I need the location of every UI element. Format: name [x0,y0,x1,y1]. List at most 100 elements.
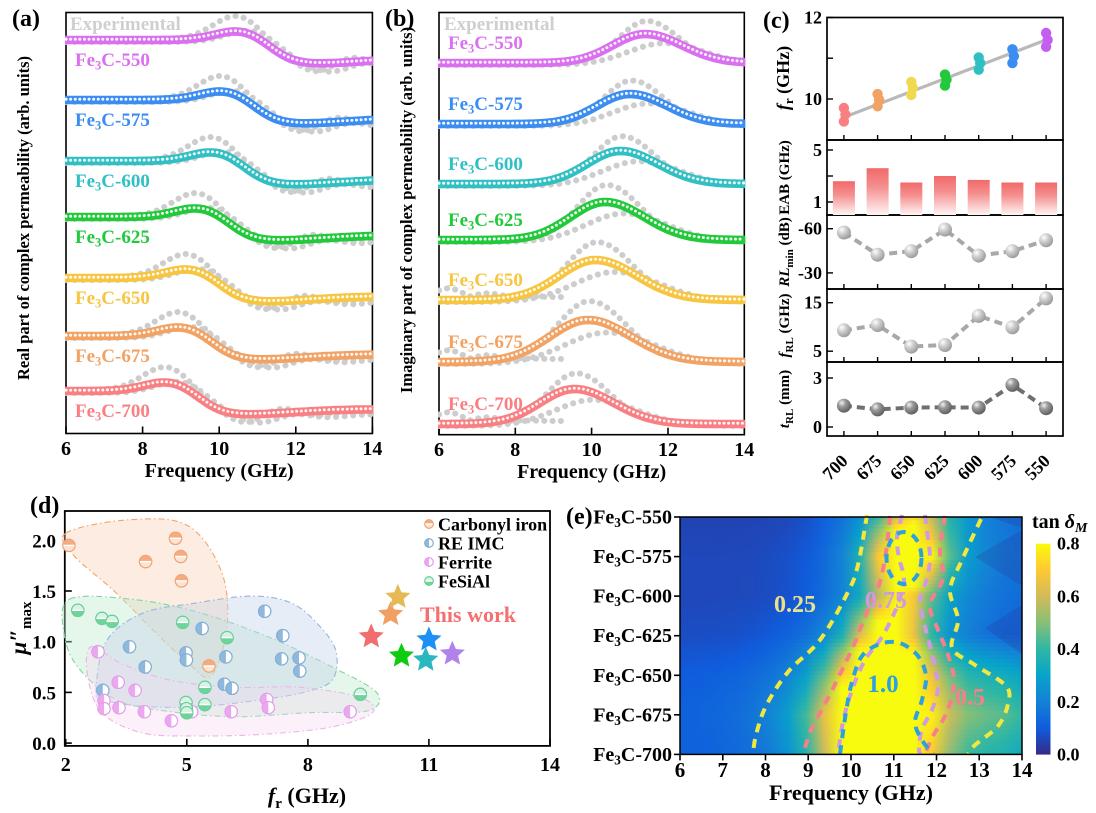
svg-text:8: 8 [138,438,148,460]
svg-text:650: 650 [886,451,919,484]
svg-text:(d): (d) [30,493,59,519]
svg-text:Fe3C-625: Fe3C-625 [448,210,523,232]
svg-text:0: 0 [813,417,822,437]
svg-text:9: 9 [803,758,814,782]
svg-text:14: 14 [1012,758,1034,782]
svg-text:0.5: 0.5 [32,683,56,704]
svg-text:5: 5 [813,341,822,361]
svg-text:7: 7 [718,758,729,782]
svg-text:0.75: 0.75 [865,588,907,614]
svg-text:10: 10 [582,439,602,461]
svg-text:14: 14 [540,754,560,776]
svg-text:Fe3C-600: Fe3C-600 [75,171,150,193]
svg-text:Fe3C-700: Fe3C-700 [75,401,150,423]
svg-text:RE IMC: RE IMC [438,534,505,554]
svg-text:(a): (a) [12,6,40,32]
svg-text:Imaginary part of complex perm: Imaginary part of complex permeability (… [397,27,416,393]
svg-text:14: 14 [734,439,754,461]
svg-text:μ″max: μ″max [6,601,35,655]
svg-text:3: 3 [813,368,822,388]
svg-text:Fe3C-650: Fe3C-650 [593,665,672,689]
svg-text:10: 10 [841,758,862,782]
svg-text:6: 6 [675,758,686,782]
svg-text:12: 12 [926,758,947,782]
svg-text:700: 700 [818,451,851,484]
svg-text:Fe3C-675: Fe3C-675 [75,346,150,368]
svg-text:1.5: 1.5 [32,582,56,603]
svg-text:6: 6 [61,438,71,460]
svg-text:15: 15 [804,293,822,313]
svg-text:8: 8 [303,754,313,776]
svg-text:Frequency (GHz): Frequency (GHz) [769,780,933,805]
svg-text:625: 625 [920,451,953,484]
svg-text:Fe3C-575: Fe3C-575 [593,546,672,570]
svg-text:8: 8 [760,758,771,782]
svg-text:12: 12 [286,438,306,460]
svg-text:675: 675 [852,451,885,484]
svg-text:12: 12 [804,8,822,28]
svg-text:0.0: 0.0 [32,734,56,755]
svg-text:-60: -60 [798,219,822,239]
svg-text:FeSiAl: FeSiAl [438,572,490,592]
svg-text:(b): (b) [385,6,414,32]
svg-text:6: 6 [434,439,444,461]
svg-text:0.5: 0.5 [955,685,985,711]
svg-text:10: 10 [804,89,822,109]
svg-text:Ferrite: Ferrite [438,553,492,573]
svg-text:Fe3C-675: Fe3C-675 [593,704,672,728]
svg-text:Frequency (GHz): Frequency (GHz) [145,460,294,482]
svg-text:Fe3C-650: Fe3C-650 [448,270,523,292]
svg-text:tRL (mm): tRL (mm) [777,370,796,428]
svg-text:11: 11 [419,754,438,776]
svg-text:(c): (c) [763,8,790,34]
svg-text:This work: This work [420,602,517,627]
svg-text:5: 5 [182,754,192,776]
svg-text:1: 1 [813,192,822,212]
svg-text:Fe3C-550: Fe3C-550 [448,33,523,55]
svg-text:5: 5 [813,140,822,160]
svg-text:Fe3C-550: Fe3C-550 [593,507,672,531]
svg-text:8: 8 [510,439,520,461]
svg-text:12: 12 [658,439,678,461]
svg-text:fr (GHz): fr (GHz) [773,46,796,110]
svg-text:fRL (GHz): fRL (GHz) [777,293,796,357]
svg-text:Real part of complex permeabil: Real part of complex permeability (arb. … [14,56,33,380]
svg-text:Fe3C-550: Fe3C-550 [75,50,150,72]
svg-text:0.6: 0.6 [1057,586,1080,606]
svg-text:14: 14 [362,438,382,460]
svg-text:2: 2 [61,754,71,776]
svg-text:(e): (e) [566,504,593,530]
svg-text:Fe3C-600: Fe3C-600 [448,154,523,176]
svg-text:Experimental: Experimental [70,14,181,35]
svg-text:550: 550 [1021,451,1054,484]
svg-text:Fe3C-700: Fe3C-700 [448,394,523,416]
svg-text:0.25: 0.25 [774,592,816,618]
svg-text:Fe3C-675: Fe3C-675 [448,332,523,354]
svg-text:Carbonyl iron: Carbonyl iron [438,515,547,535]
svg-text:2.0: 2.0 [32,531,56,552]
svg-text:0.2: 0.2 [1057,692,1080,712]
svg-text:Fe3C-625: Fe3C-625 [75,227,150,249]
svg-text:0.0: 0.0 [1057,745,1080,765]
svg-text:Fe3C-575: Fe3C-575 [448,94,523,116]
svg-text:11: 11 [884,758,904,782]
svg-text:1.0: 1.0 [867,671,898,698]
svg-text:575: 575 [987,451,1020,484]
svg-text:Fe3C-625: Fe3C-625 [593,625,672,649]
svg-text:fr (GHz): fr (GHz) [268,783,346,812]
svg-text:Fe3C-700: Fe3C-700 [593,744,672,768]
svg-text:EAB (GHz): EAB (GHz) [777,140,793,215]
svg-text:Frequency (GHz): Frequency (GHz) [517,461,666,483]
svg-text:tan δM: tan δM [1032,511,1088,536]
svg-text:0.4: 0.4 [1057,639,1080,659]
svg-text:Fe3C-650: Fe3C-650 [75,288,150,310]
svg-text:RLmin (dB): RLmin (dB) [777,217,796,288]
svg-text:13: 13 [969,758,990,782]
svg-text:Fe3C-575: Fe3C-575 [75,110,150,132]
svg-text:0.8: 0.8 [1057,534,1080,554]
svg-text:-30: -30 [798,263,822,283]
svg-text:Fe3C-600: Fe3C-600 [593,586,672,610]
svg-text:600: 600 [953,451,986,484]
svg-text:10: 10 [209,438,229,460]
svg-text:1.0: 1.0 [32,633,56,654]
